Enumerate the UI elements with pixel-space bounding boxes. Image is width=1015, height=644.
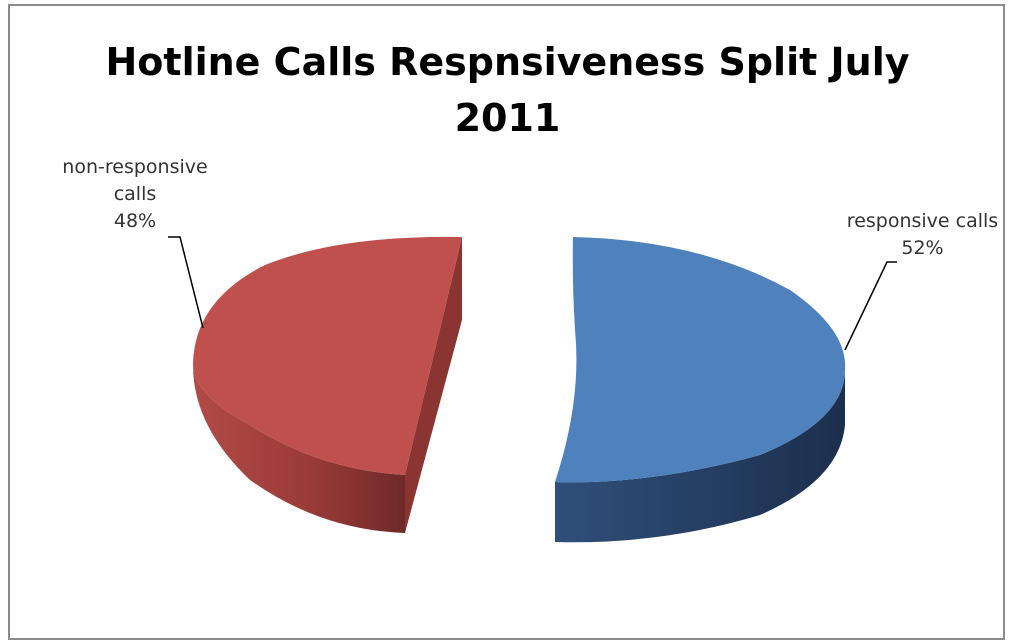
label-non-responsive: non-responsive calls 48% bbox=[50, 154, 220, 235]
slice-non-responsive-side bbox=[192, 363, 405, 533]
slice-responsive-top bbox=[555, 237, 846, 483]
label-responsive-line-1: responsive calls bbox=[846, 210, 999, 232]
slice-non-responsive-top bbox=[193, 236, 462, 475]
slice-responsive bbox=[555, 237, 846, 543]
leader-line-responsive bbox=[844, 261, 897, 351]
leader-line-non-responsive bbox=[168, 236, 204, 329]
slice-responsive-side bbox=[555, 370, 845, 543]
slice-non-responsive bbox=[192, 236, 462, 533]
label-responsive-percent: 52% bbox=[901, 237, 944, 259]
label-non-responsive-line-1: non-responsive bbox=[62, 156, 208, 178]
chart-title: Hotline Calls Respnsiveness Split July 2… bbox=[0, 34, 1015, 146]
label-non-responsive-line-2: calls bbox=[113, 183, 157, 205]
chart-title-line-1: Hotline Calls Respnsiveness Split July bbox=[105, 40, 910, 84]
label-non-responsive-percent: 48% bbox=[113, 210, 157, 232]
chart-frame bbox=[8, 4, 1005, 640]
slice-non-responsive-front bbox=[405, 237, 462, 533]
chart-title-line-2: 2011 bbox=[454, 96, 561, 140]
label-responsive: responsive calls 52% bbox=[835, 208, 1010, 262]
